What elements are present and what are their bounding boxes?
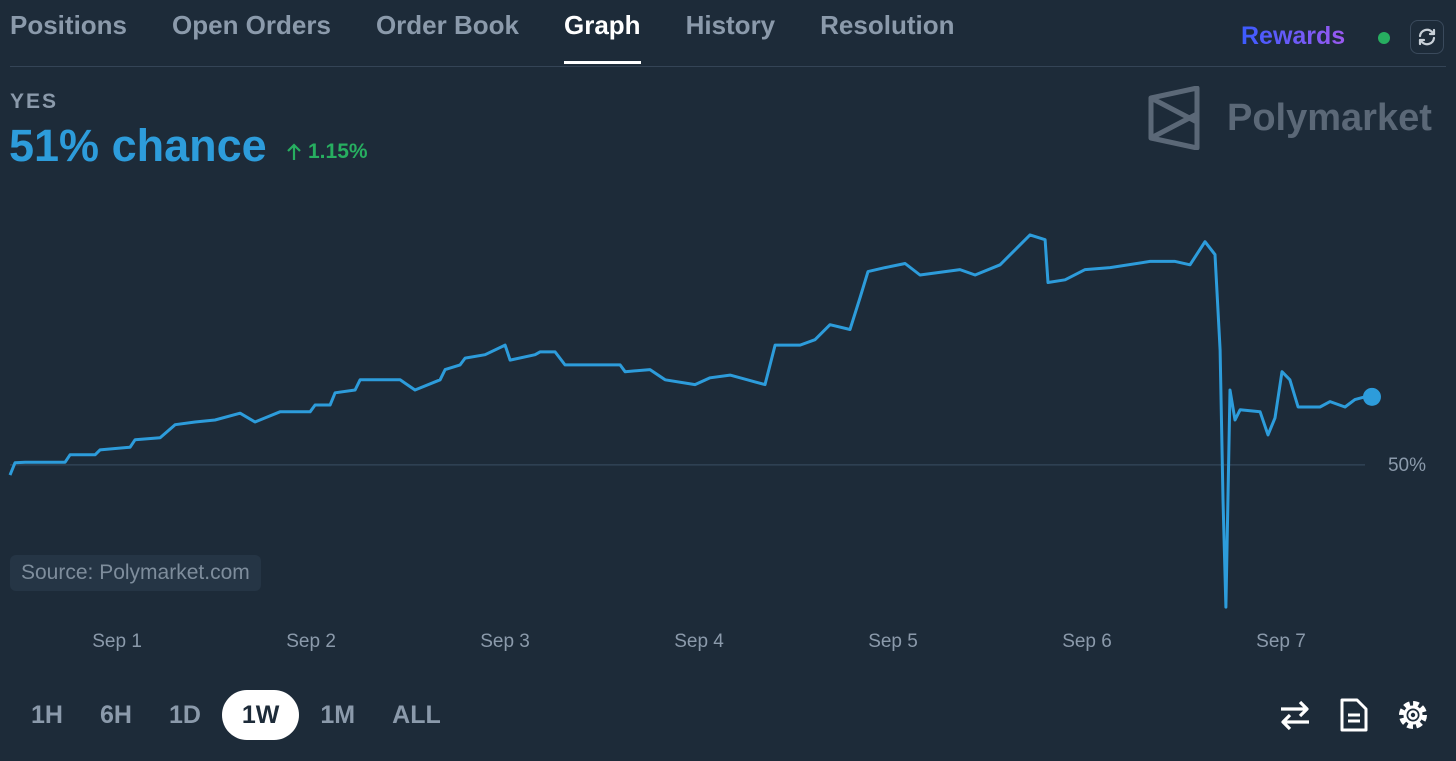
- brand-logo: [1148, 86, 1200, 150]
- current-point: [1362, 387, 1381, 406]
- refresh-button[interactable]: [1410, 20, 1444, 54]
- range-button[interactable]: 6H: [99, 701, 132, 729]
- status-dot: [1378, 32, 1390, 44]
- chart-tools: [1278, 697, 1430, 733]
- settings-button[interactable]: [1396, 697, 1430, 733]
- x-tick-label: Sep 1: [92, 631, 142, 652]
- range-button[interactable]: 1M: [320, 701, 356, 729]
- chance-value: 51% chance: [9, 120, 267, 171]
- x-tick-label: Sep 3: [480, 631, 530, 652]
- x-tick-label: Sep 4: [674, 631, 724, 652]
- y-tick-label: 50%: [1388, 455, 1426, 476]
- range-selector: 1H 6H 1D 1W 1M ALL: [15, 690, 457, 740]
- outcome-label: YES: [10, 90, 59, 113]
- tab[interactable]: Resolution: [820, 10, 955, 40]
- tab[interactable]: Open Orders: [172, 10, 331, 40]
- x-tick-label: Sep 7: [1256, 631, 1306, 652]
- price-line: [8, 233, 1372, 609]
- range-button[interactable]: 1W: [221, 690, 300, 740]
- tab[interactable]: Graph: [563, 6, 641, 64]
- x-tick-label: Sep 2: [286, 631, 336, 652]
- range-button[interactable]: 1H: [31, 701, 63, 729]
- tab-bar: Positions Open Orders Order Book Graph Histo…: [10, 6, 954, 64]
- tab[interactable]: Order Book: [375, 10, 519, 40]
- brand-name: Polymarket: [1227, 96, 1432, 139]
- tab[interactable]: Positions: [10, 10, 128, 40]
- up-arrow: [287, 143, 301, 160]
- swap-button[interactable]: [1278, 697, 1312, 733]
- refresh-icon: [1418, 28, 1436, 46]
- change-indicator: 1.15%: [286, 140, 368, 164]
- source-label: Source: Polymarket.com: [10, 555, 261, 591]
- change-value: 1.15%: [308, 140, 368, 163]
- x-tick-label: Sep 6: [1062, 631, 1112, 652]
- x-tick-label: Sep 5: [868, 631, 918, 652]
- rewards-link[interactable]: Rewards: [1241, 22, 1346, 50]
- range-button[interactable]: 1D: [168, 701, 201, 729]
- range-button[interactable]: ALL: [392, 701, 441, 729]
- separator: [10, 66, 1446, 67]
- document-button[interactable]: [1338, 697, 1370, 733]
- tab[interactable]: History: [685, 10, 776, 40]
- brand: Polymarket: [1147, 86, 1432, 150]
